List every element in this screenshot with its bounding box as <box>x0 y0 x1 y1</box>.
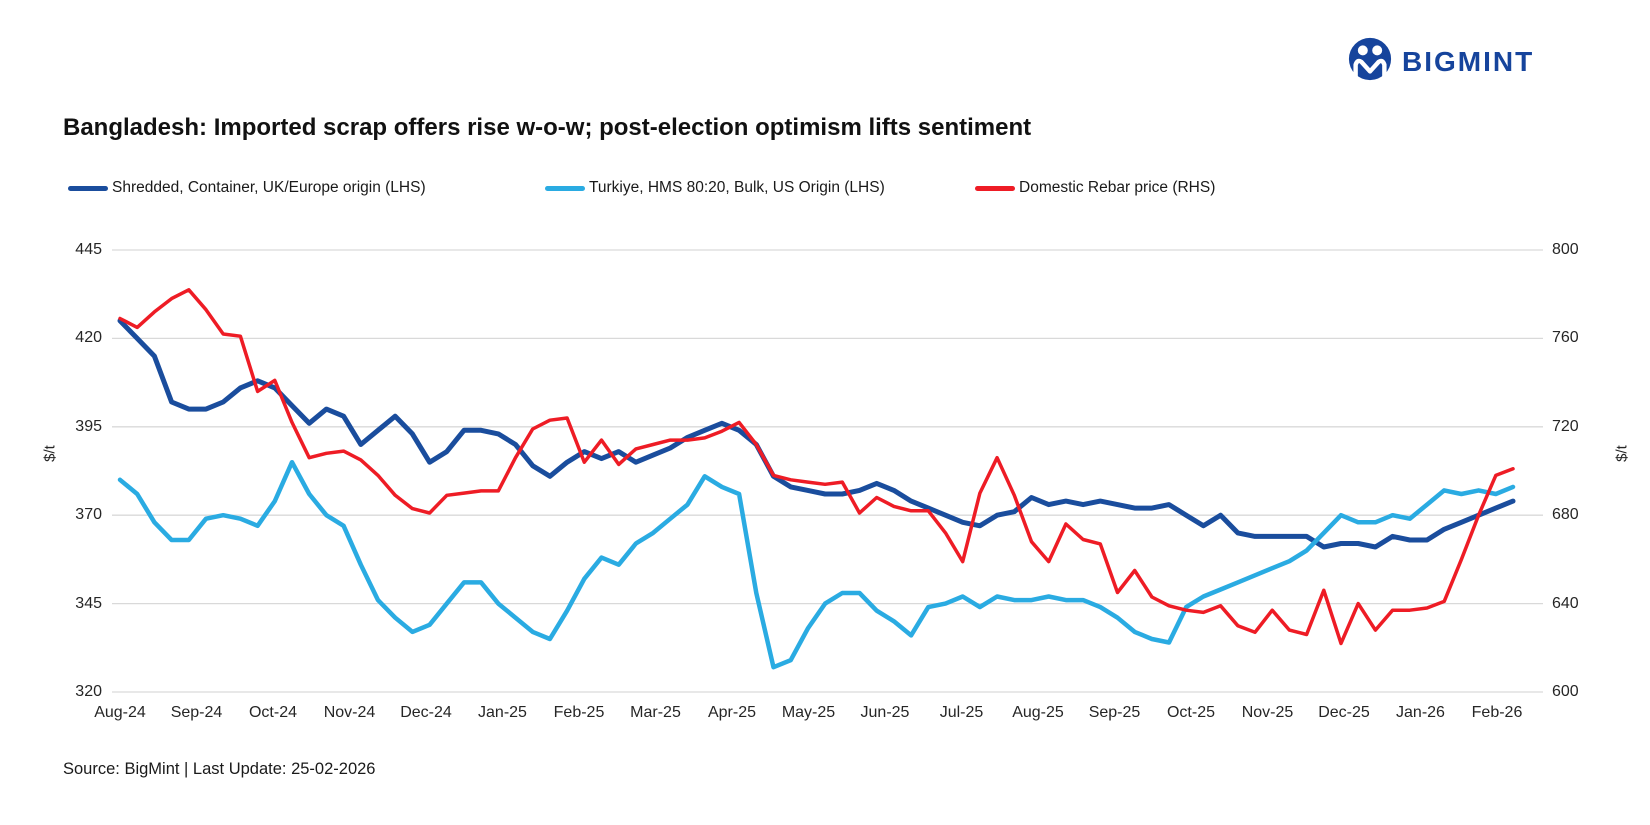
bigmint-logo: BIGMINT <box>1347 36 1534 87</box>
legend-line-swatch-shredded <box>68 185 108 191</box>
x-axis-month-label: Feb-26 <box>1471 704 1523 721</box>
x-axis-month-label: Jan-25 <box>478 704 527 721</box>
x-axis-month-label: Sep-25 <box>1088 704 1141 721</box>
x-axis-month-label: Feb-25 <box>553 704 605 721</box>
y-axis-tick-right: 640 <box>1552 594 1579 612</box>
bigmint-logo-text: BIGMINT <box>1402 45 1535 77</box>
series-line <box>118 288 1515 646</box>
y-axis-tick-right: 720 <box>1552 417 1579 435</box>
x-axis-month-label: Sep-24 <box>170 704 223 721</box>
source-note: Source: BigMint | Last Update: 25-02-202… <box>63 760 376 778</box>
x-axis-month-label: Apr-25 <box>707 704 757 721</box>
x-axis-month-label: Jun-25 <box>860 704 910 721</box>
x-axis-month-label: Aug-24 <box>94 704 146 721</box>
y-axis-tick-left: 370 <box>75 506 102 524</box>
x-axis-month-label: Nov-24 <box>323 704 376 721</box>
x-axis-month-label: Mar-25 <box>630 704 681 721</box>
x-axis-month-label: Jan-26 <box>1396 704 1445 721</box>
right-axis-unit-label: $/t <box>1613 445 1631 462</box>
legend-item-turkiye: Turkiye, HMS 80:20, Bulk, US Origin (LHS… <box>545 176 885 200</box>
y-axis-tick-left: 395 <box>75 417 102 435</box>
y-axis-tick-right: 760 <box>1552 329 1579 347</box>
bigmint-logo-icon <box>1347 36 1393 87</box>
y-axis-tick-right: 800 <box>1552 241 1579 258</box>
chart-legend: Shredded, Container, UK/Europe origin (L… <box>0 176 1650 200</box>
legend-label-turkiye: Turkiye, HMS 80:20, Bulk, US Origin (LHS… <box>589 179 885 196</box>
legend-label-rebar: Domestic Rebar price (RHS) <box>1019 179 1216 196</box>
y-axis-tick-left: 345 <box>75 594 102 612</box>
y-axis-tick-right: 600 <box>1552 683 1579 700</box>
y-axis-tick-left: 320 <box>75 683 102 700</box>
series-line <box>117 318 1516 550</box>
y-axis-tick-right: 680 <box>1552 506 1579 524</box>
legend-item-rebar: Domestic Rebar price (RHS) <box>975 176 1215 200</box>
x-axis-month-label: Dec-25 <box>1318 704 1370 721</box>
x-axis-month-label: May-25 <box>781 704 836 721</box>
x-axis-month-label: Aug-25 <box>1012 704 1064 721</box>
legend-label-shredded: Shredded, Container, UK/Europe origin (L… <box>112 179 426 196</box>
x-axis-month-label: Jul-25 <box>939 704 984 721</box>
x-axis-month-label: Oct-24 <box>248 704 297 721</box>
legend-line-swatch-rebar <box>975 185 1015 191</box>
series-line <box>117 459 1516 670</box>
x-axis-month-label: Oct-25 <box>1166 704 1215 721</box>
y-axis-tick-left: 445 <box>75 241 102 258</box>
legend-line-swatch-turkiye <box>545 185 585 191</box>
chart-title: Bangladesh: Imported scrap offers rise w… <box>63 114 1032 141</box>
x-axis-month-label: Nov-25 <box>1241 704 1294 721</box>
x-axis-month-label: Dec-24 <box>400 704 452 721</box>
legend-item-shredded: Shredded, Container, UK/Europe origin (L… <box>68 176 426 200</box>
y-axis-tick-left: 420 <box>75 329 102 347</box>
